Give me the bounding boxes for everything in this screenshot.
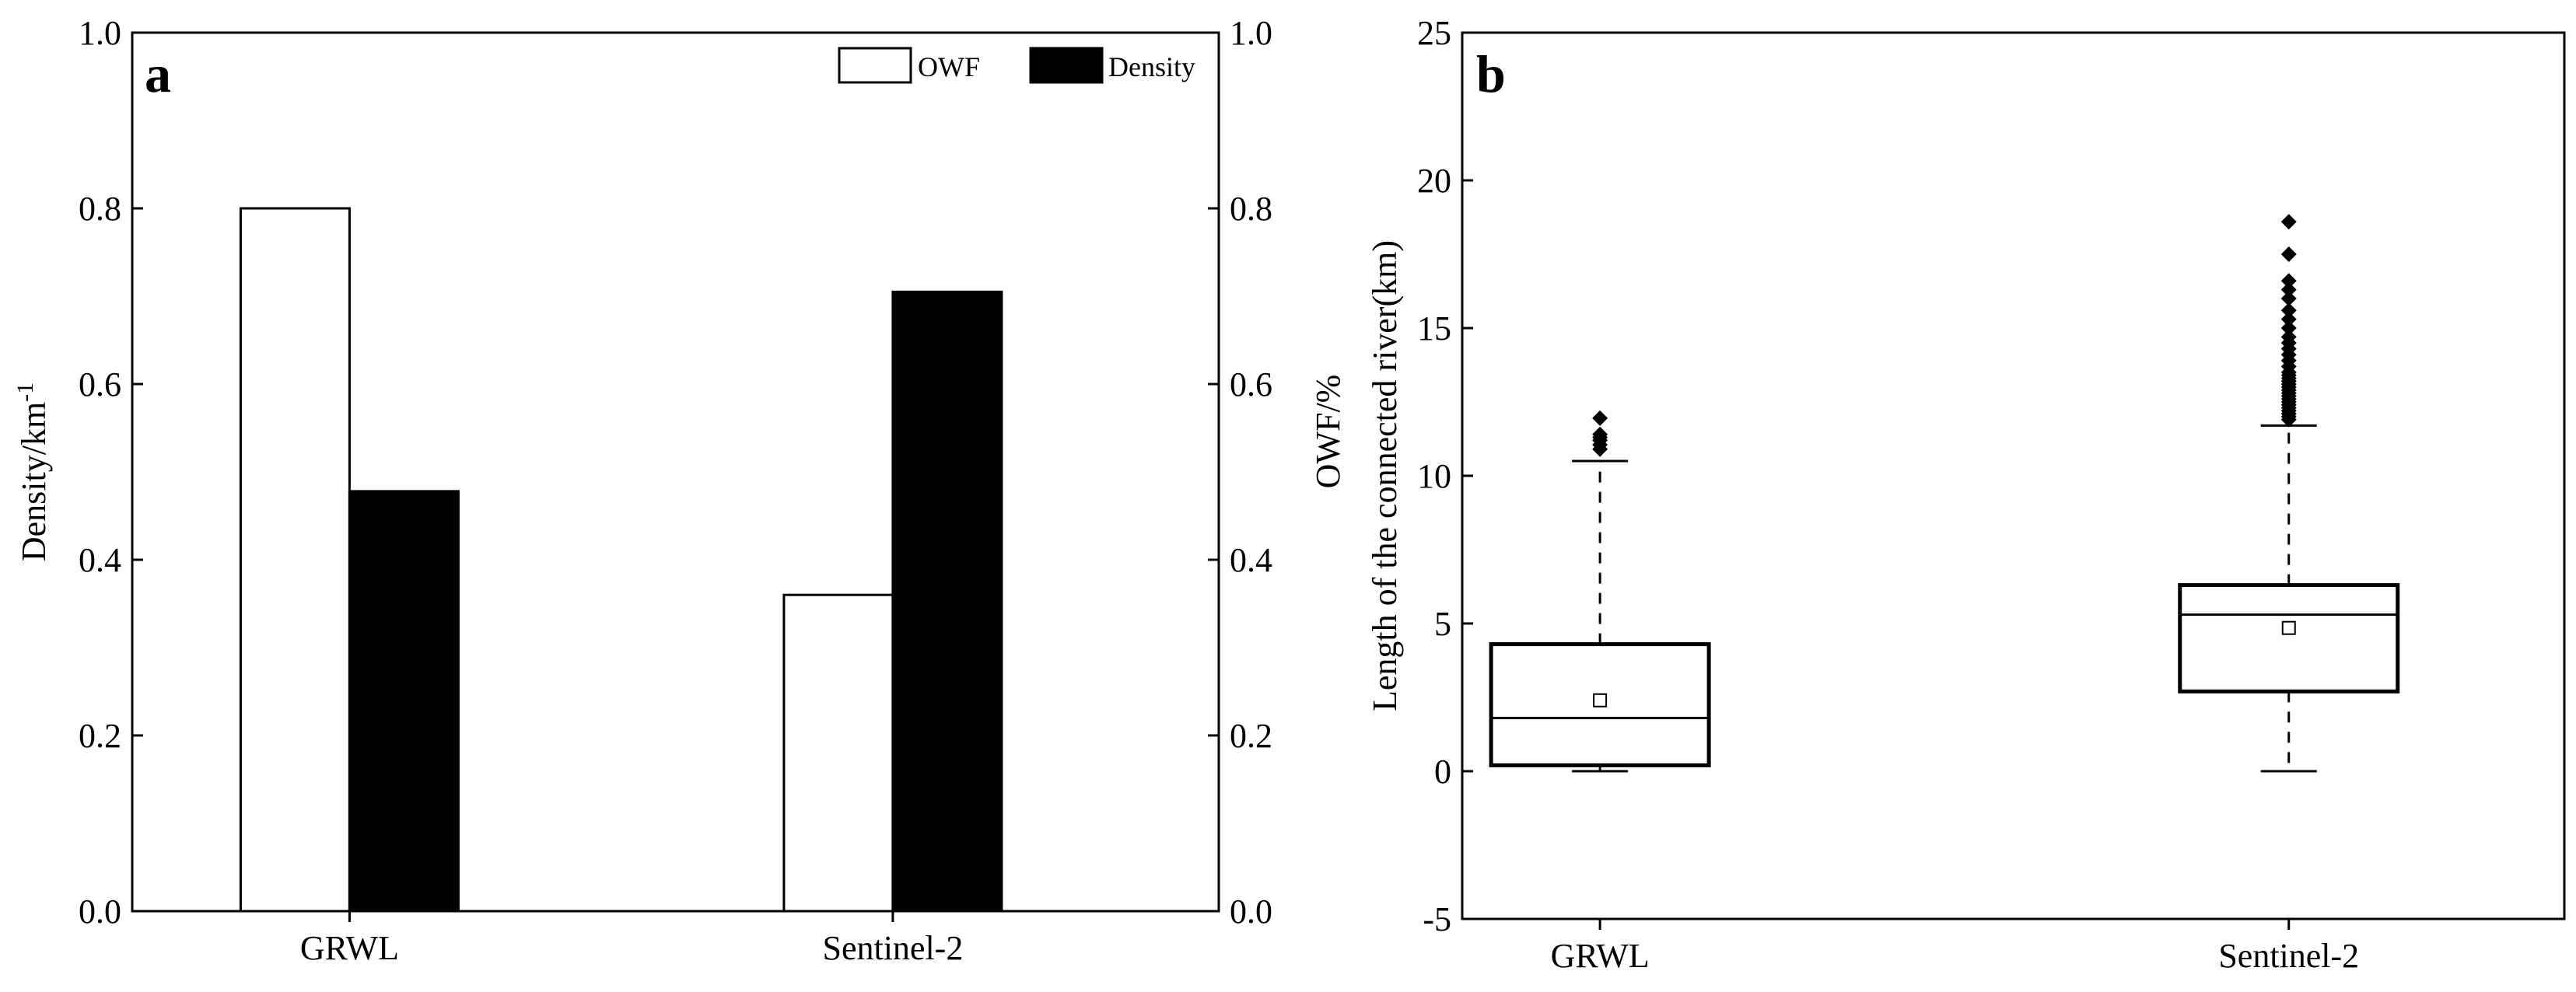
y-tick-label: 25 — [1417, 14, 1451, 52]
legend-density-label: Density — [1108, 51, 1195, 82]
bar-density-grwl — [348, 490, 460, 913]
outlier-point-sentinel-2 — [2280, 246, 2297, 262]
panel-a-right-ylabel: OWF/% — [1309, 375, 1347, 489]
outlier-point-sentinel-2 — [2280, 329, 2297, 345]
outlier-point-sentinel-2 — [2280, 311, 2297, 327]
x-tick-label: Sentinel-2 — [822, 929, 963, 967]
y-tick-label: 10 — [1417, 457, 1451, 495]
panel-b: -5 0 5 10 15 20 25 GRWL Sentinel-2 b Length of t… — [1366, 14, 2566, 975]
mean-marker-sentinel-2 — [2281, 620, 2296, 635]
panel-b-ticks: -5 0 5 10 15 20 25 GRWL Sentinel-2 — [1417, 14, 2359, 975]
bar-density-sentinel-2 — [891, 290, 1003, 913]
left-y-tick-label: 0.4 — [79, 541, 121, 579]
mean-marker-grwl — [1593, 693, 1608, 707]
panel-a-left-ylabel: Density/km-1 — [12, 382, 53, 561]
panel-b-ylabel: Length of the connected river(km) — [1366, 240, 1404, 711]
panel-b-boxes — [1489, 214, 2400, 773]
right-y-tick-label: 1.0 — [1230, 14, 1272, 52]
x-tick-label: Sentinel-2 — [2218, 937, 2359, 975]
outlier-point-sentinel-2 — [2280, 281, 2297, 298]
legend-owf-label: OWF — [918, 51, 980, 82]
outlier-point-sentinel-2 — [2280, 291, 2297, 306]
panel-a-legend: OWF Density — [838, 47, 1195, 84]
box-sentinel-2 — [2178, 583, 2400, 693]
left-y-tick-label: 1.0 — [79, 14, 121, 52]
y-tick-label: 20 — [1417, 162, 1451, 200]
legend-owf-swatch — [838, 47, 912, 84]
right-y-tick-label: 0.6 — [1230, 365, 1272, 403]
panel-a-left-ylabel-sup: -1 — [12, 382, 38, 402]
panel-a-label: a — [145, 44, 171, 103]
right-y-tick-label: 0.2 — [1230, 717, 1272, 755]
x-tick-label: GRWL — [300, 929, 399, 967]
y-tick-label: -5 — [1423, 900, 1451, 938]
x-tick-label: GRWL — [1551, 937, 1650, 975]
left-y-tick-label: 0.2 — [79, 717, 121, 755]
outlier-point-sentinel-2 — [2280, 302, 2297, 319]
left-y-tick-label: 0.8 — [79, 190, 121, 228]
legend-density-swatch — [1029, 47, 1104, 84]
outlier-point-sentinel-2 — [2280, 214, 2297, 230]
right-y-tick-label: 0.0 — [1230, 892, 1272, 931]
outlier-point-grwl — [1592, 410, 1608, 426]
y-tick-label: 0 — [1434, 753, 1451, 791]
outlier-point-sentinel-2 — [2280, 273, 2297, 289]
outlier-point-grwl — [1592, 426, 1608, 442]
panel-a: 0.0 0.0 0.2 0.2 0.4 0.4 0.6 0.6 0.8 0.8 1.0 1.0 GRWL… — [12, 14, 1347, 967]
bar-owf-grwl — [239, 207, 351, 913]
panel-b-plot-frame — [1461, 31, 2566, 920]
y-tick-label: 15 — [1417, 309, 1451, 348]
left-y-tick-label: 0.6 — [79, 365, 121, 403]
bar-owf-sentinel-2 — [782, 593, 894, 913]
left-y-tick-label: 0.0 — [79, 892, 121, 931]
y-tick-label: 5 — [1434, 605, 1451, 643]
panel-a-bars — [239, 207, 1003, 913]
panel-a-plot-frame — [131, 31, 1220, 913]
outlier-point-sentinel-2 — [2280, 320, 2297, 336]
right-y-tick-label: 0.8 — [1230, 190, 1272, 228]
panel-b-label: b — [1476, 44, 1506, 103]
panel-a-ticks: 0.0 0.0 0.2 0.2 0.4 0.4 0.6 0.6 0.8 0.8 1.0 1.0 GRWL… — [79, 14, 1272, 967]
right-y-tick-label: 0.4 — [1230, 541, 1272, 579]
